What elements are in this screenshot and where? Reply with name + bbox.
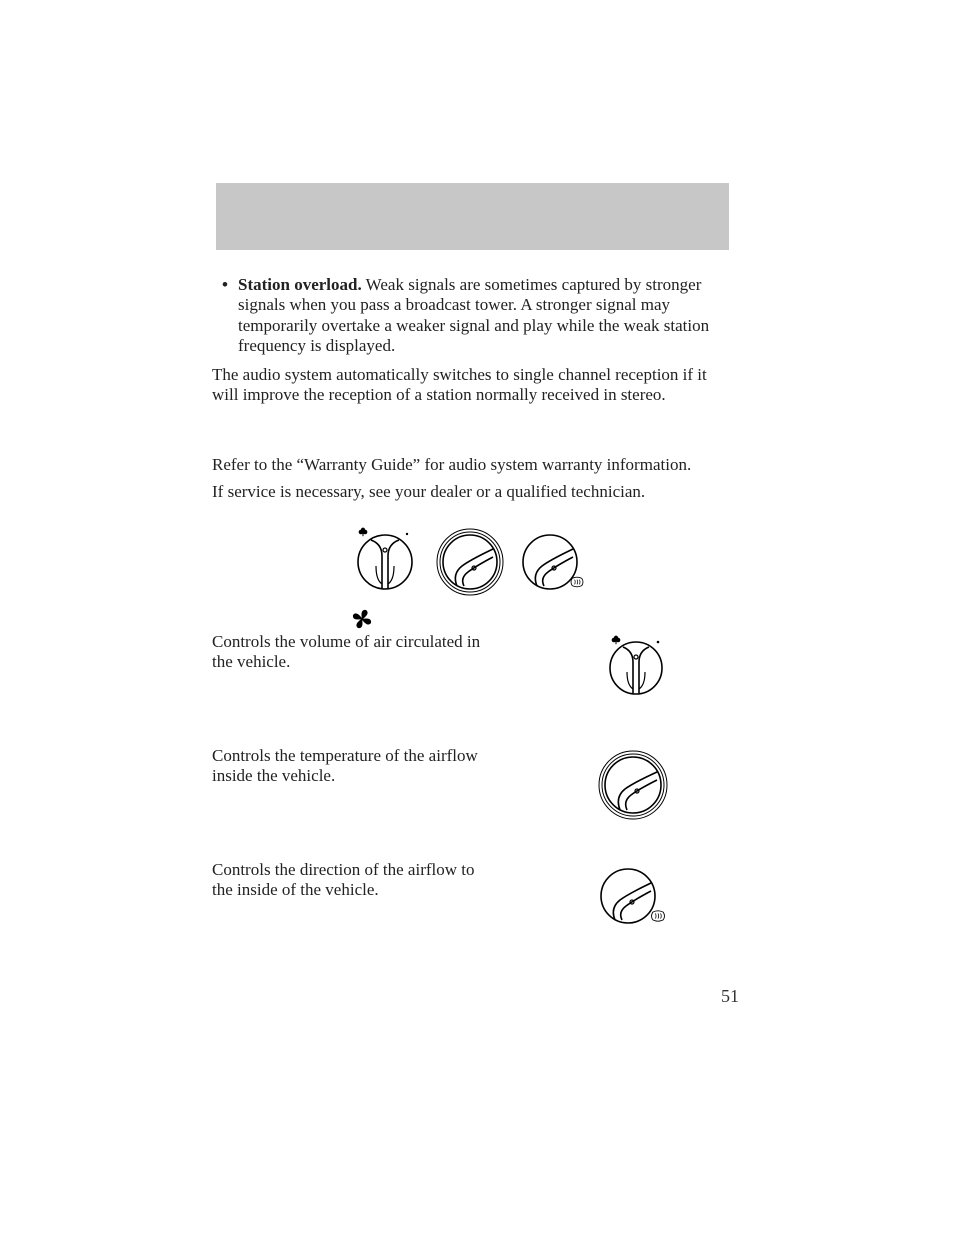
bullet-text: Station overload. Weak signals are somet… [238, 275, 732, 357]
para-auto-switch: The audio system automatically switches … [212, 365, 732, 406]
row-temperature: Controls the temperature of the airflow … [212, 746, 732, 787]
dial-panel-svg [350, 512, 590, 612]
row-text: Controls the direction of the airflow to… [212, 860, 492, 901]
temp-dial-icon [437, 529, 503, 595]
row-text: Controls the volume of air circulated in… [212, 632, 492, 673]
bullet-marker: • [212, 275, 238, 357]
bullet-station-overload: • Station overload. Weak signals are som… [212, 275, 732, 357]
header-band [216, 183, 729, 250]
bullet-lead-bold: Station overload. [238, 275, 362, 294]
row-text: Controls the temperature of the airflow … [212, 746, 492, 787]
temp-dial-icon [594, 746, 672, 829]
climate-dial-panel [350, 512, 590, 622]
content-column: • Station overload. Weak signals are som… [212, 275, 732, 508]
warranty-line-2: If service is necessary, see your dealer… [212, 482, 732, 502]
fan-dial-icon [358, 528, 412, 589]
fan-icon [350, 607, 374, 631]
mode-dial-icon [592, 860, 672, 937]
row-mode-select: Controls the direction of the airflow to… [212, 860, 732, 901]
warranty-line-1: Refer to the “Warranty Guide” for audio … [212, 455, 732, 475]
warranty-section: Refer to the “Warranty Guide” for audio … [212, 455, 732, 502]
row-fan-speed: Controls the volume of air circulated in… [212, 632, 732, 673]
page-number: 51 [721, 986, 739, 1007]
fan-dial-icon [600, 632, 672, 709]
mode-dial-icon [523, 535, 583, 589]
